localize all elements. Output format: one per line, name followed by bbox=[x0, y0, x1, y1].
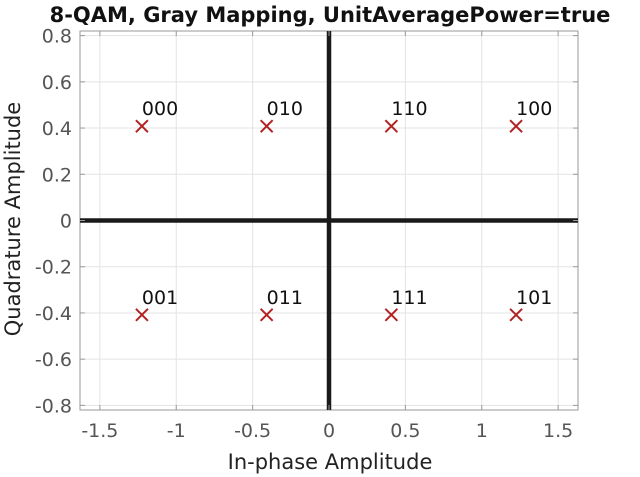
point-marker-stroke bbox=[135, 308, 149, 322]
y-tick-label: 0 bbox=[60, 211, 72, 233]
point-label: 111 bbox=[391, 287, 427, 309]
point-marker-stroke bbox=[259, 308, 274, 322]
y-tick-label: 0.2 bbox=[42, 164, 72, 186]
constellation-point: 010 bbox=[259, 98, 303, 133]
y-tick-label: 0.8 bbox=[42, 26, 72, 48]
x-tick-label: 0 bbox=[323, 420, 335, 442]
y-tick-label: -0.8 bbox=[35, 395, 72, 417]
point-label: 011 bbox=[267, 287, 303, 309]
y-axis-label: Quadrature Amplitude bbox=[1, 102, 25, 336]
constellation-points: 000 010 110 100 001 011 111 101 bbox=[135, 98, 552, 322]
y-tick-label: -0.4 bbox=[35, 303, 72, 325]
x-tick-label: -1.5 bbox=[81, 420, 118, 442]
point-label: 100 bbox=[516, 98, 552, 120]
constellation-point: 100 bbox=[509, 98, 552, 133]
point-marker-stroke bbox=[259, 119, 274, 133]
constellation-point: 001 bbox=[135, 287, 178, 322]
point-marker-stroke bbox=[384, 119, 399, 133]
x-axis-ticks: -1.5 -1 -0.5 0 0.5 1 1.5 bbox=[81, 31, 573, 442]
y-tick-label: 0.6 bbox=[42, 72, 72, 94]
constellation-point: 101 bbox=[509, 287, 552, 322]
chart-title: 8-QAM, Gray Mapping, UnitAveragePower=tr… bbox=[50, 3, 611, 27]
x-axis-label: In-phase Amplitude bbox=[228, 450, 433, 474]
point-marker-stroke bbox=[135, 119, 149, 133]
x-tick-label: -1 bbox=[167, 420, 186, 442]
point-label: 000 bbox=[142, 98, 178, 120]
point-label: 101 bbox=[516, 287, 552, 309]
y-tick-label: -0.2 bbox=[35, 257, 72, 279]
zero-axis-lines bbox=[80, 31, 578, 410]
x-tick-label: -0.5 bbox=[234, 420, 271, 442]
point-marker-stroke bbox=[509, 119, 523, 133]
point-label: 010 bbox=[267, 98, 303, 120]
y-tick-label: 0.4 bbox=[42, 118, 72, 140]
constellation-point: 111 bbox=[384, 287, 428, 322]
constellation-point: 011 bbox=[259, 287, 303, 322]
point-marker-stroke bbox=[509, 308, 523, 322]
point-marker-stroke bbox=[384, 308, 399, 322]
x-tick-label: 1 bbox=[476, 420, 488, 442]
constellation-point: 110 bbox=[384, 98, 428, 133]
constellation-point: 000 bbox=[135, 98, 178, 133]
point-label: 001 bbox=[142, 287, 178, 309]
y-tick-label: -0.6 bbox=[35, 349, 72, 371]
y-axis-ticks: -0.8 -0.6 -0.4 -0.2 0 0.2 0.4 0.6 0.8 bbox=[35, 26, 578, 417]
x-tick-label: 0.5 bbox=[390, 420, 420, 442]
point-label: 110 bbox=[391, 98, 427, 120]
x-tick-label: 1.5 bbox=[543, 420, 573, 442]
